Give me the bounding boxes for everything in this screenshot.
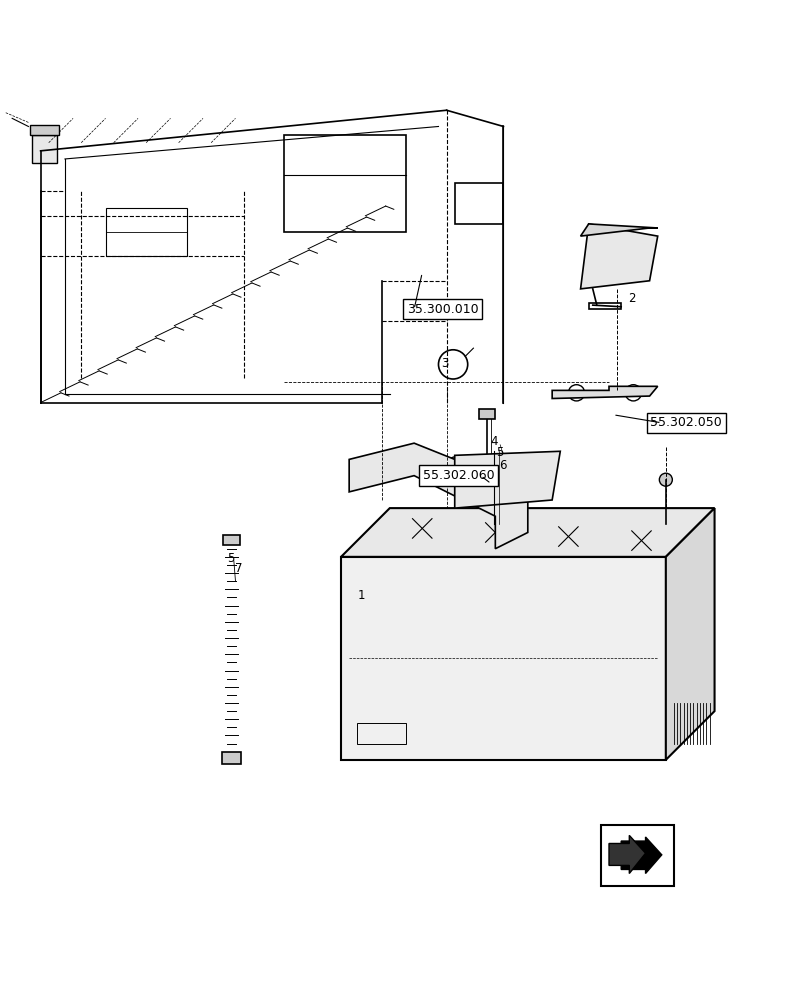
Polygon shape [580, 224, 657, 236]
Text: 55.302.050: 55.302.050 [650, 416, 721, 429]
Text: 6: 6 [498, 459, 506, 472]
Text: 2: 2 [627, 292, 635, 305]
Polygon shape [341, 508, 714, 557]
Bar [284, 135, 406, 232]
Text: 55.302.060: 55.302.060 [423, 469, 494, 482]
Text: 1: 1 [357, 589, 365, 602]
Circle shape [510, 475, 520, 485]
Bar [223, 535, 239, 545]
Text: 7: 7 [234, 562, 242, 575]
Bar [357, 723, 406, 744]
Polygon shape [608, 835, 645, 874]
Bar [474, 463, 499, 492]
Bar [454, 183, 503, 224]
Bar [221, 752, 241, 764]
Circle shape [659, 473, 672, 486]
Text: 4: 4 [489, 435, 497, 448]
Polygon shape [454, 451, 560, 508]
Polygon shape [620, 837, 661, 874]
Bar [105, 208, 187, 256]
Bar [341, 557, 665, 760]
Bar [600, 825, 673, 886]
Polygon shape [349, 443, 527, 549]
Bar [588, 303, 620, 309]
Text: 5: 5 [496, 446, 504, 459]
Text: 35.300.010: 35.300.010 [406, 303, 478, 316]
Circle shape [530, 475, 540, 485]
Circle shape [448, 457, 461, 470]
Text: 3: 3 [440, 357, 448, 370]
Text: 5: 5 [226, 552, 234, 565]
Polygon shape [665, 508, 714, 760]
Circle shape [490, 475, 500, 485]
Bar [30, 125, 59, 135]
Polygon shape [551, 386, 657, 398]
Circle shape [470, 475, 479, 485]
Bar [478, 409, 495, 419]
Bar [32, 135, 57, 163]
Polygon shape [580, 224, 657, 289]
